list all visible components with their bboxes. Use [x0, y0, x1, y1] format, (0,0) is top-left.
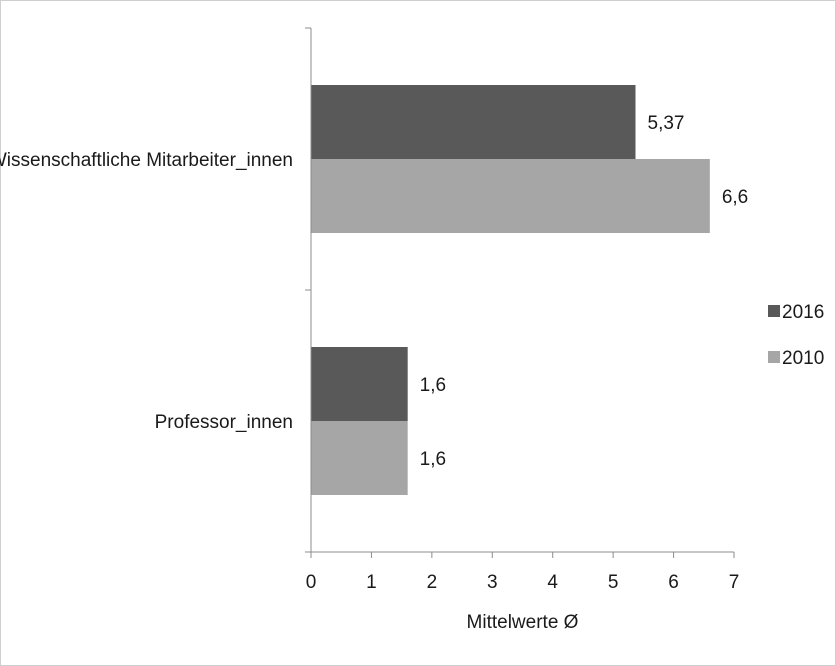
x-tick-label: 1: [366, 572, 377, 593]
data-label-2016-1: 5,37: [648, 113, 685, 134]
bar-2016-1: [311, 85, 636, 159]
x-tick-label: 2: [427, 572, 438, 593]
x-tick-label: 5: [608, 572, 619, 593]
ticks-group: 0 1 2 3 4 5 6 7: [305, 27, 740, 593]
legend-label-2010: 2010: [782, 348, 824, 369]
bars-group: [311, 85, 710, 495]
data-label-2010-1: 6,6: [722, 187, 748, 208]
x-tick-label: 6: [668, 572, 679, 593]
labels-group: 5,37 6,6 Wissenschaftliche Mitarbeiter_inn…: [0, 113, 748, 470]
bar-2010-0: [311, 421, 408, 495]
legend-label-2016: 2016: [782, 302, 824, 323]
data-label-2010-0: 1,6: [420, 449, 446, 470]
category-label-0: Professor_innen: [155, 412, 293, 433]
bar-2010-1: [311, 159, 710, 233]
data-label-2016-0: 1,6: [420, 375, 446, 396]
legend: 2016 2010: [768, 302, 824, 369]
category-label-1: Wissenschaftliche Mitarbeiter_innen: [0, 150, 293, 171]
x-tick-label: 0: [306, 572, 317, 593]
x-tick-label: 7: [729, 572, 740, 593]
legend-swatch-2010: [768, 351, 780, 363]
x-tick-label: 4: [547, 572, 558, 593]
bar-2016-0: [311, 347, 408, 421]
legend-swatch-2016: [768, 305, 780, 317]
x-axis-title: Mittelwerte Ø: [467, 612, 579, 633]
x-tick-label: 3: [487, 572, 498, 593]
